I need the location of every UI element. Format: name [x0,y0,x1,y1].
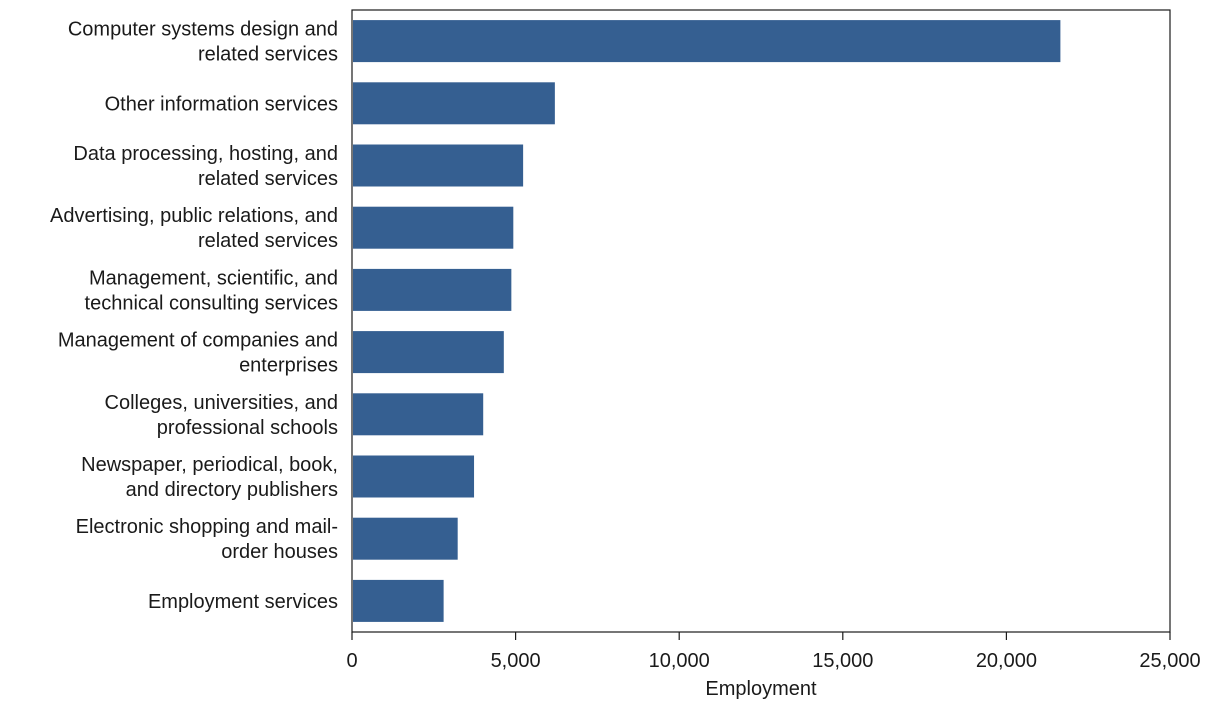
category-label-line: Management of companies and [58,330,338,352]
category-label: Advertising, public relations, and relate… [50,205,338,252]
category-label-line: Colleges, universities, and [105,392,338,414]
category-label: Employment services [148,591,338,613]
category-label-line: Employment services [148,591,338,613]
bar [353,517,458,560]
category-label: Colleges, universities, and professional … [105,392,338,439]
category-label-line: enterprises [239,355,338,377]
category-label: Other information services [105,93,338,115]
category-label: Management of companies and enterprises [58,330,338,377]
bar [353,393,484,436]
bars-group [353,20,1061,622]
category-label-line: related services [198,44,338,66]
category-label-line: Electronic shopping and mail- [76,516,338,538]
x-tick-label: 25,000 [1139,650,1200,672]
category-label-line: Other information services [105,93,338,115]
x-tick-label: 5,000 [491,650,541,672]
bar [353,82,555,125]
x-tick-label: 0 [346,650,357,672]
bar [353,20,1061,63]
plot-frame [351,9,1171,633]
category-label-line: Advertising, public relations, and [50,205,338,227]
x-axis-ticks: 0 5,000 10,000 15,000 20,000 25,000 [346,632,1201,672]
category-label-line: order houses [221,541,338,563]
category-labels: Computer systems design and related servi… [50,19,338,613]
category-label-line: and directory publishers [126,479,338,501]
category-label-line: related services [198,168,338,190]
bar [353,144,524,187]
bar [353,331,504,374]
category-label-line: related services [198,230,338,252]
bar [353,455,475,498]
category-label: Data processing, hosting, and related ser… [73,143,338,190]
category-label-line: Computer systems design and [68,19,338,41]
bar [353,206,514,249]
category-label-line: professional schools [157,417,338,439]
x-tick-label: 20,000 [976,650,1037,672]
category-label: Electronic shopping and mail-order house… [76,516,338,563]
x-tick-label: 15,000 [812,650,873,672]
category-label-line: Management, scientific, and [89,267,338,289]
x-tick-label: 10,000 [649,650,710,672]
category-label: Management, scientific, and technical con… [85,267,338,314]
x-axis-title: Employment [705,678,817,700]
category-label: Computer systems design and related servi… [68,19,338,66]
category-label-line: Newspaper, periodical, book, [81,454,338,476]
bar [353,268,512,311]
bar [353,579,444,622]
category-label: Newspaper, periodical, book, and director… [81,454,338,501]
category-label-line: technical consulting services [85,292,338,314]
category-label-line: Data processing, hosting, and [73,143,338,165]
